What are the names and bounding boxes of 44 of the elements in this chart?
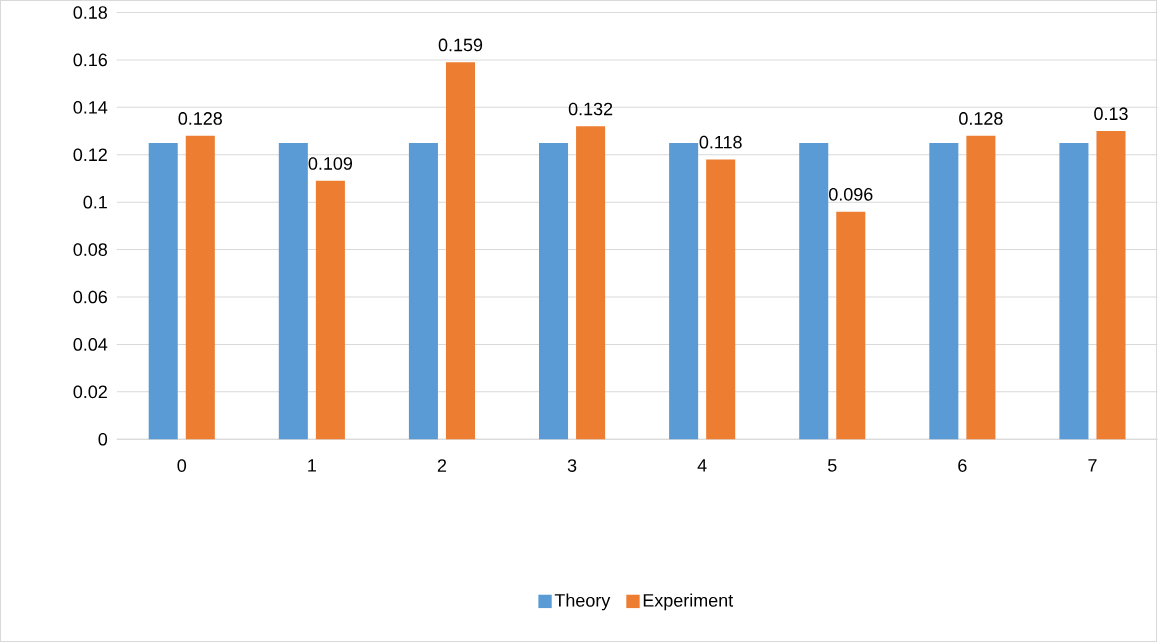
bar	[799, 142, 829, 440]
y-tick-label: 0.04	[73, 338, 108, 351]
bar	[185, 135, 215, 440]
x-tick-label: 7	[1088, 459, 1097, 472]
bar	[1096, 131, 1126, 440]
bar	[836, 211, 866, 440]
bar	[706, 159, 736, 440]
y-tick-label: 0	[98, 432, 108, 446]
x-tick-label: 4	[697, 459, 707, 472]
data-label: 0.109	[308, 157, 353, 170]
data-label: 0.128	[959, 112, 1003, 125]
y-tick-label: 0.16	[73, 53, 107, 67]
data-label: 0.132	[568, 102, 613, 116]
bar	[929, 142, 959, 440]
y-tick-label: 0.1	[83, 195, 107, 209]
bar	[669, 142, 699, 440]
y-tick-label: 0.06	[73, 290, 107, 304]
x-tick-label: 1	[308, 459, 316, 472]
data-label: 0.096	[829, 187, 873, 201]
data-label: 0.13	[1094, 107, 1128, 121]
legend-label: Experiment	[643, 593, 734, 611]
bar	[576, 126, 606, 440]
legend-label: Theory	[554, 593, 611, 611]
bar	[315, 180, 345, 440]
y-tick-label: 0.02	[73, 385, 107, 399]
bar	[445, 62, 476, 440]
x-tick-label: 5	[827, 459, 837, 472]
bar	[148, 142, 178, 440]
bar	[966, 135, 996, 440]
x-tick-label: 3	[567, 459, 577, 472]
x-tick-label: 6	[958, 459, 967, 472]
y-tick-label: 0.14	[73, 100, 108, 114]
y-tick-label: 0.12	[73, 148, 107, 162]
bar	[539, 142, 569, 440]
bar	[1059, 142, 1089, 440]
y-tick-label: 0.08	[73, 243, 107, 256]
bar	[408, 142, 438, 440]
data-label: 0.128	[178, 112, 222, 125]
data-label: 0.159	[438, 38, 483, 52]
data-label: 0.118	[699, 135, 742, 149]
x-tick-label: 0	[177, 459, 187, 472]
bar	[278, 142, 308, 440]
y-tick-label: 0.18	[73, 6, 107, 19]
x-tick-label: 2	[437, 459, 447, 472]
